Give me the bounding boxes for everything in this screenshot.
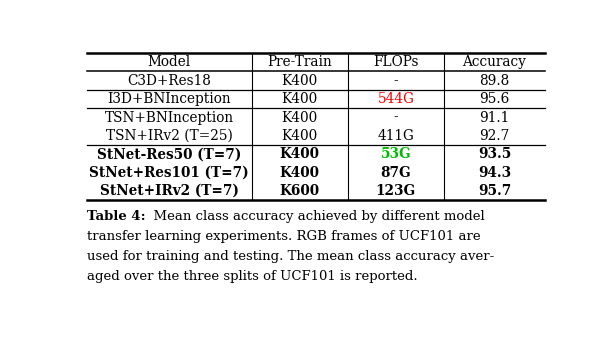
Text: 94.3: 94.3 (478, 166, 511, 180)
Text: FLOPs: FLOPs (373, 55, 419, 69)
Text: 544G: 544G (378, 92, 415, 106)
Text: transfer learning experiments. RGB frames of UCF101 are: transfer learning experiments. RGB frame… (86, 230, 480, 243)
Text: TSN+IRv2 (T=25): TSN+IRv2 (T=25) (105, 129, 232, 143)
Text: StNet-Res50 (T=7): StNet-Res50 (T=7) (97, 147, 241, 161)
Text: aged over the three splits of UCF101 is reported.: aged over the three splits of UCF101 is … (86, 270, 417, 283)
Text: TSN+BNInception: TSN+BNInception (105, 110, 233, 125)
Text: Pre-Train: Pre-Train (267, 55, 332, 69)
Text: K400: K400 (282, 110, 318, 125)
Text: Model: Model (147, 55, 191, 69)
Text: 95.7: 95.7 (478, 184, 511, 198)
Text: 53G: 53G (381, 147, 411, 161)
Text: K400: K400 (282, 74, 318, 88)
Text: used for training and testing. The mean class accuracy aver-: used for training and testing. The mean … (86, 250, 494, 263)
Text: K400: K400 (282, 129, 318, 143)
Text: Mean class accuracy achieved by different model: Mean class accuracy achieved by differen… (145, 210, 485, 223)
Text: K400: K400 (280, 166, 320, 180)
Text: StNet+IRv2 (T=7): StNet+IRv2 (T=7) (100, 184, 238, 198)
Text: -: - (394, 74, 398, 88)
Text: StNet+Res101 (T=7): StNet+Res101 (T=7) (89, 166, 249, 180)
Text: C3D+Res18: C3D+Res18 (127, 74, 211, 88)
Text: 411G: 411G (378, 129, 415, 143)
Text: 91.1: 91.1 (479, 110, 509, 125)
Text: -: - (394, 110, 398, 125)
Text: Table 4:: Table 4: (86, 210, 145, 223)
Text: Accuracy: Accuracy (463, 55, 527, 69)
Text: 92.7: 92.7 (479, 129, 509, 143)
Text: 87G: 87G (381, 166, 411, 180)
Text: K400: K400 (280, 147, 320, 161)
Text: 93.5: 93.5 (478, 147, 511, 161)
Text: 95.6: 95.6 (479, 92, 509, 106)
Text: I3D+BNInception: I3D+BNInception (107, 92, 231, 106)
Text: K400: K400 (282, 92, 318, 106)
Text: 89.8: 89.8 (479, 74, 509, 88)
Text: K600: K600 (280, 184, 320, 198)
Text: 123G: 123G (376, 184, 416, 198)
